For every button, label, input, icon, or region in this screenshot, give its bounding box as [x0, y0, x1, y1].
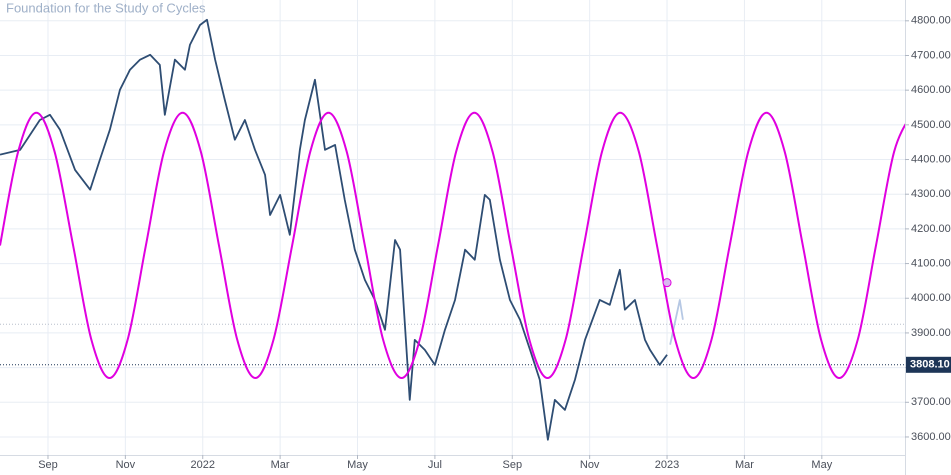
- y-tick-label: 4700.00: [911, 49, 951, 61]
- y-tick-label: 3600.00: [911, 431, 951, 443]
- last-price-box: [906, 356, 951, 373]
- last-price-label: 3808.10: [910, 359, 950, 371]
- y-tick-label: 4400.00: [911, 153, 951, 165]
- series-line: [0, 111, 905, 380]
- x-tick-label: Sep: [502, 459, 522, 471]
- y-tick-label: 4100.00: [911, 257, 951, 269]
- chart-title: Foundation for the Study of Cycles: [6, 0, 206, 15]
- y-tick-label: 3900.00: [911, 327, 951, 339]
- cycle-marker: [662, 278, 672, 288]
- x-tick-label: Sep: [38, 459, 58, 471]
- x-tick-label: 2022: [191, 459, 215, 471]
- x-tick-label: Nov: [580, 459, 600, 471]
- axis-layer: 3600.003700.003800.003900.004000.004100.…: [38, 15, 951, 471]
- y-tick-label: 4500.00: [911, 119, 951, 131]
- x-tick-label: Mar: [271, 459, 290, 471]
- y-tick-label: 4600.00: [911, 84, 951, 96]
- series-line: [0, 18, 668, 441]
- x-tick-label: May: [347, 459, 368, 471]
- y-tick-label: 4300.00: [911, 188, 951, 200]
- x-tick-label: Nov: [116, 459, 136, 471]
- x-tick-label: Jul: [428, 459, 442, 471]
- y-tick-label: 4200.00: [911, 223, 951, 235]
- y-tick-label: 3700.00: [911, 396, 951, 408]
- x-tick-label: 2023: [655, 459, 679, 471]
- y-tick-label: 4000.00: [911, 292, 951, 304]
- plot-layer: [0, 18, 905, 441]
- y-tick-label: 4800.00: [911, 15, 951, 27]
- grid-layer: [0, 0, 905, 455]
- x-tick-label: Mar: [735, 459, 754, 471]
- x-tick-label: May: [811, 459, 832, 471]
